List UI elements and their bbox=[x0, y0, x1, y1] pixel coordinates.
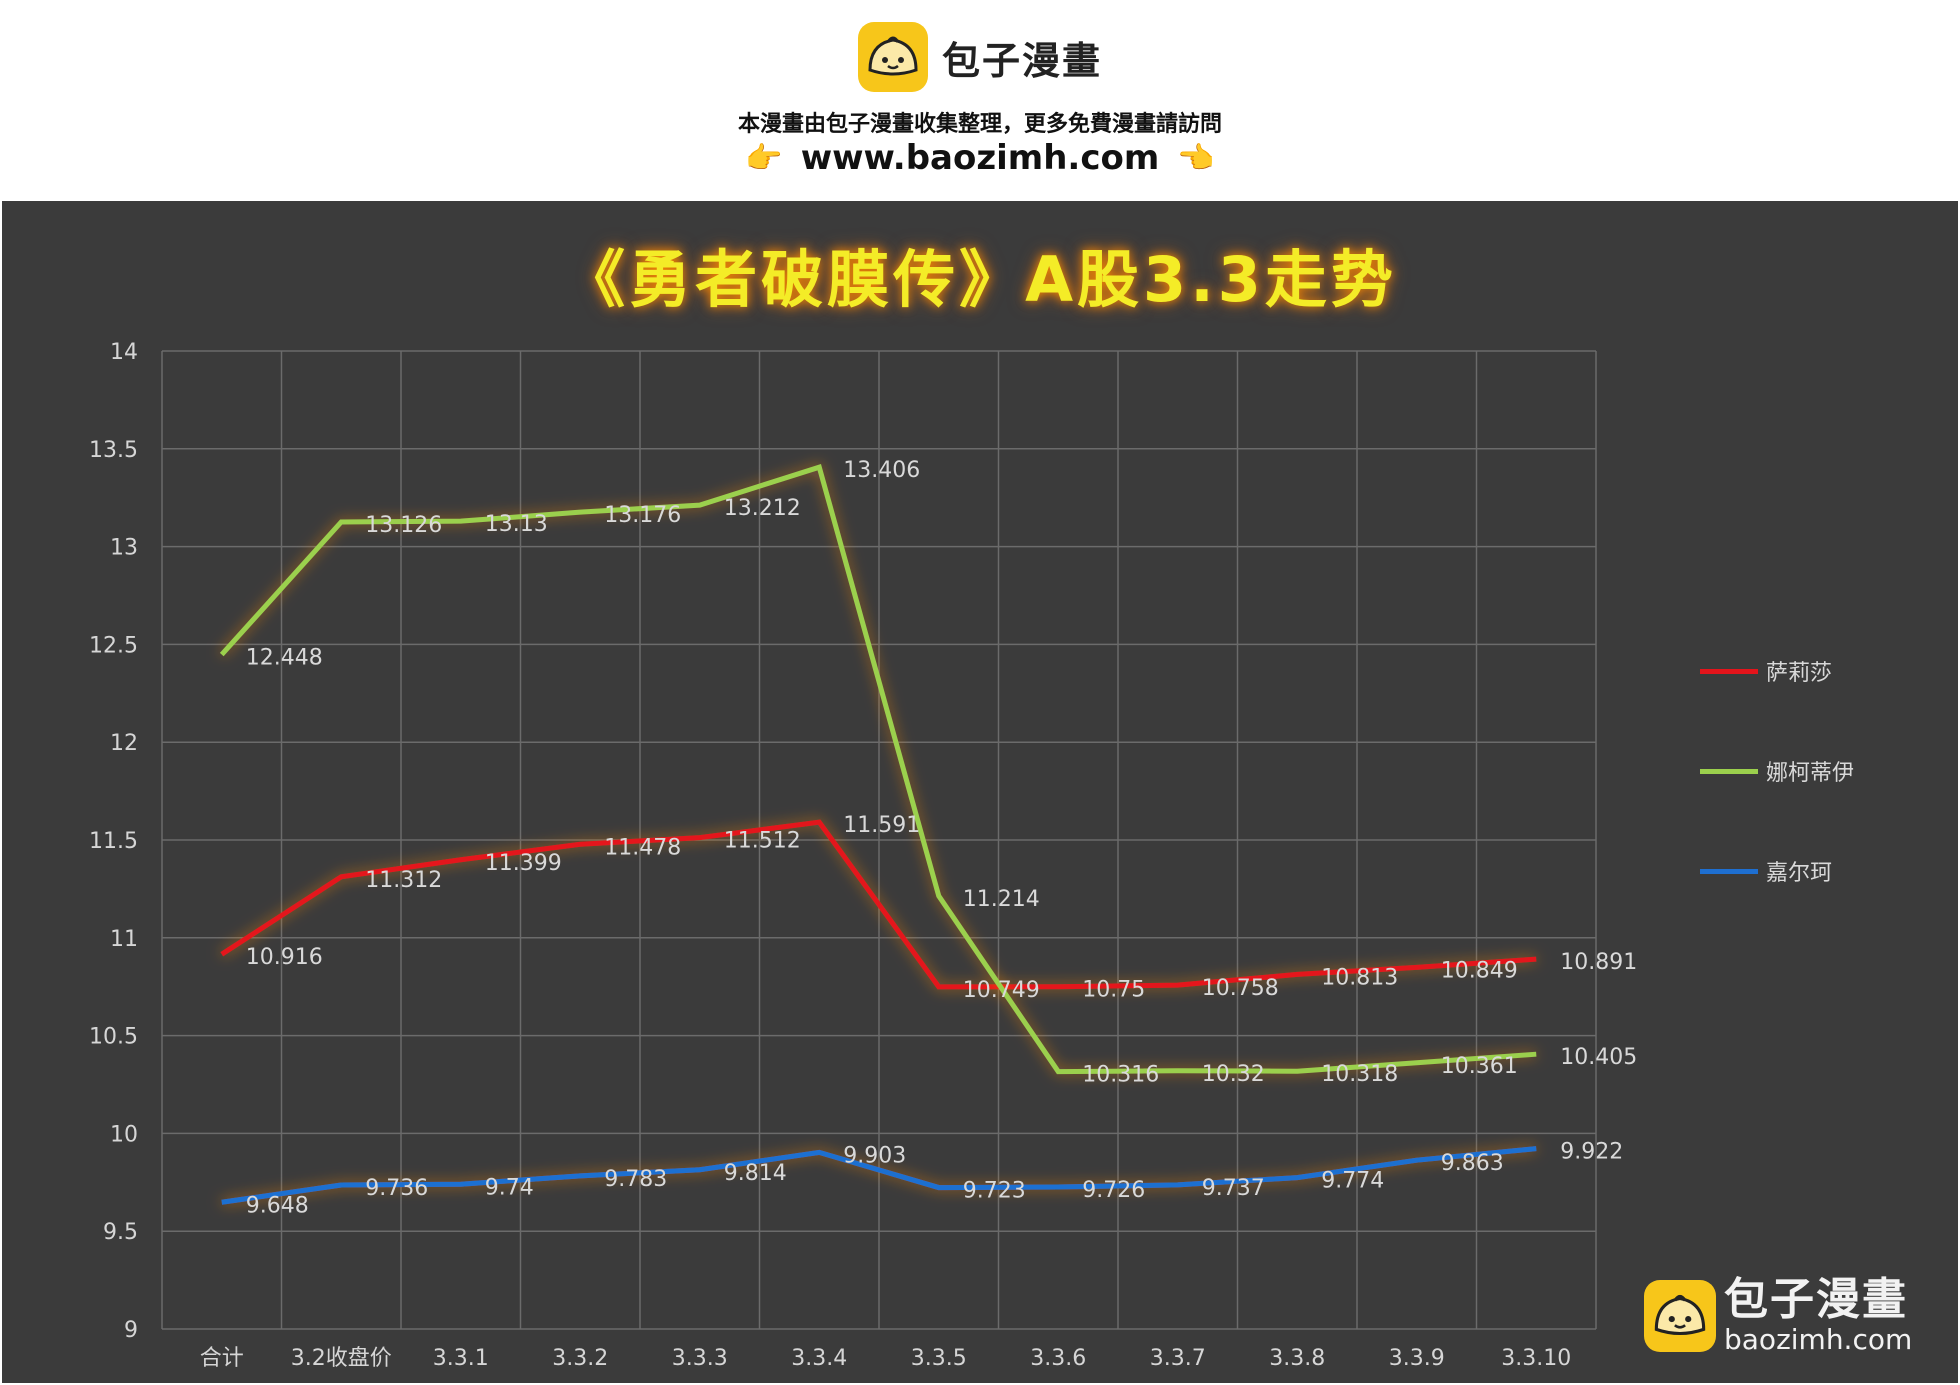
legend-swatch bbox=[1700, 768, 1758, 774]
y-tick-label: 14 bbox=[110, 340, 138, 365]
series-line-3 bbox=[221, 1146, 1537, 1205]
data-label: 13.176 bbox=[604, 503, 681, 528]
y-tick-label: 13.5 bbox=[89, 438, 138, 463]
data-label: 9.783 bbox=[604, 1167, 667, 1192]
watermark-text: 包子漫畫 baozimh.com bbox=[1724, 1276, 1912, 1356]
watermark-name: 包子漫畫 bbox=[1724, 1274, 1908, 1325]
site-tagline: 本漫畫由包子漫畫收集整理，更多免費漫畫請訪問 bbox=[737, 112, 1222, 137]
data-label: 9.736 bbox=[365, 1176, 428, 1201]
data-label: 10.405 bbox=[1560, 1045, 1637, 1070]
series-lines bbox=[219, 464, 1537, 1205]
data-label: 9.863 bbox=[1441, 1151, 1504, 1176]
x-tick-label: 3.3.8 bbox=[1269, 1346, 1325, 1371]
x-tick-label: 3.3.5 bbox=[911, 1346, 967, 1371]
data-label: 10.758 bbox=[1202, 976, 1279, 1001]
y-tick-label: 10 bbox=[110, 1122, 138, 1147]
legend-swatch bbox=[1700, 668, 1758, 674]
data-label: 9.814 bbox=[724, 1161, 787, 1186]
data-label: 11.591 bbox=[843, 813, 920, 838]
data-label: 10.316 bbox=[1082, 1063, 1159, 1088]
data-label: 10.32 bbox=[1202, 1062, 1265, 1087]
grid-lines bbox=[161, 350, 1597, 1330]
site-banner: 包子漫畫 本漫畫由包子漫畫收集整理，更多免費漫畫請訪問 👉 www.baozim… bbox=[0, 0, 1960, 200]
data-label: 12.448 bbox=[246, 646, 323, 671]
legend-label: 娜柯蒂伊 bbox=[1766, 761, 1855, 786]
x-tick-label: 3.3.6 bbox=[1030, 1346, 1086, 1371]
y-tick-label: 11.5 bbox=[89, 829, 138, 854]
data-label: 9.723 bbox=[963, 1179, 1026, 1204]
data-label: 13.13 bbox=[485, 512, 548, 537]
y-tick-label: 12 bbox=[110, 731, 138, 756]
y-tick-label: 9 bbox=[124, 1318, 138, 1343]
data-label: 10.749 bbox=[963, 978, 1040, 1003]
legend-item: 萨莉莎 bbox=[1700, 621, 1854, 721]
x-tick-label: 3.3.2 bbox=[552, 1346, 608, 1371]
data-label: 9.737 bbox=[1202, 1176, 1265, 1201]
series-line-1 bbox=[220, 819, 1537, 990]
legend-item: 嘉尔珂 bbox=[1700, 821, 1854, 921]
data-label: 9.903 bbox=[843, 1143, 906, 1168]
data-label: 11.478 bbox=[604, 835, 681, 860]
data-label: 9.774 bbox=[1321, 1169, 1384, 1194]
data-label: 10.891 bbox=[1560, 950, 1637, 975]
data-label: 11.512 bbox=[724, 829, 801, 854]
y-axis-ticks: 9 9.5 10 10.5 11 11.5 12 12.5 13 13.5 14 bbox=[89, 340, 138, 1343]
pointing-left-hand-icon: 👈 bbox=[1177, 140, 1215, 176]
data-label: 10.75 bbox=[1082, 978, 1145, 1003]
chart-panel: 9 9.5 10 10.5 11 11.5 12 12.5 13 13.5 14 合计 3.2收盘价 3… bbox=[2, 201, 1958, 1383]
x-axis-ticks: 合计 3.2收盘价 3.3.1 3.3.2 3.3.3 3.3.4 3.3.5 3.3.6 3.… bbox=[200, 1346, 1572, 1371]
x-tick-label: 3.3.4 bbox=[791, 1346, 847, 1371]
watermark-url: baozimh.com bbox=[1724, 1323, 1913, 1356]
data-label: 10.916 bbox=[246, 945, 323, 970]
data-label: 13.406 bbox=[843, 458, 920, 483]
y-tick-label: 11 bbox=[110, 927, 138, 952]
data-label: 11.399 bbox=[485, 851, 562, 876]
data-label: 9.922 bbox=[1560, 1140, 1623, 1165]
legend-swatch bbox=[1700, 868, 1758, 874]
y-tick-label: 10.5 bbox=[89, 1025, 138, 1050]
x-tick-label: 3.2收盘价 bbox=[291, 1346, 392, 1371]
data-label: 13.126 bbox=[365, 513, 442, 538]
site-url-link[interactable]: www.baozimh.com bbox=[800, 138, 1160, 178]
bun-logo-icon bbox=[857, 22, 928, 92]
series-line-2 bbox=[219, 464, 1537, 1075]
data-label: 9.74 bbox=[485, 1175, 534, 1200]
chart-title: 《勇者破膜传》A股3.3走势 bbox=[563, 243, 1397, 316]
x-tick-label: 3.3.9 bbox=[1389, 1346, 1445, 1371]
data-label: 10.361 bbox=[1441, 1054, 1518, 1079]
bun-logo-icon bbox=[1644, 1280, 1716, 1352]
x-tick-label: 3.3.7 bbox=[1150, 1346, 1206, 1371]
pointing-right-hand-icon: 👉 bbox=[745, 140, 783, 176]
y-tick-label: 9.5 bbox=[103, 1220, 138, 1245]
watermark: 包子漫畫 baozimh.com bbox=[1644, 1276, 1912, 1356]
chart-legend: 萨莉莎 娜柯蒂伊 嘉尔珂 bbox=[1700, 621, 1854, 921]
brand-name: 包子漫畫 bbox=[941, 38, 1102, 83]
x-tick-label: 3.3.1 bbox=[433, 1346, 489, 1371]
legend-label: 嘉尔珂 bbox=[1766, 861, 1833, 886]
legend-label: 萨莉莎 bbox=[1766, 661, 1833, 686]
data-label: 13.212 bbox=[724, 496, 801, 521]
data-label: 10.849 bbox=[1441, 958, 1518, 983]
data-label: 11.312 bbox=[365, 868, 442, 893]
brand-row: 包子漫畫 bbox=[0, 22, 1960, 92]
legend-item: 娜柯蒂伊 bbox=[1700, 721, 1854, 821]
data-label: 9.648 bbox=[246, 1193, 309, 1218]
data-label: 10.813 bbox=[1321, 965, 1398, 990]
data-label: 9.726 bbox=[1082, 1178, 1145, 1203]
url-row: 👉 www.baozimh.com 👈 bbox=[0, 138, 1960, 178]
x-tick-label: 3.3.10 bbox=[1501, 1346, 1571, 1371]
data-label: 10.318 bbox=[1321, 1062, 1398, 1087]
x-tick-label: 3.3.3 bbox=[672, 1346, 728, 1371]
data-labels: 10.916 11.312 11.399 11.478 11.512 11.591 10.7… bbox=[246, 458, 1637, 1218]
y-tick-label: 12.5 bbox=[89, 633, 138, 658]
data-label: 11.214 bbox=[963, 887, 1040, 912]
x-tick-label: 合计 bbox=[200, 1346, 244, 1371]
y-tick-label: 13 bbox=[110, 536, 138, 561]
